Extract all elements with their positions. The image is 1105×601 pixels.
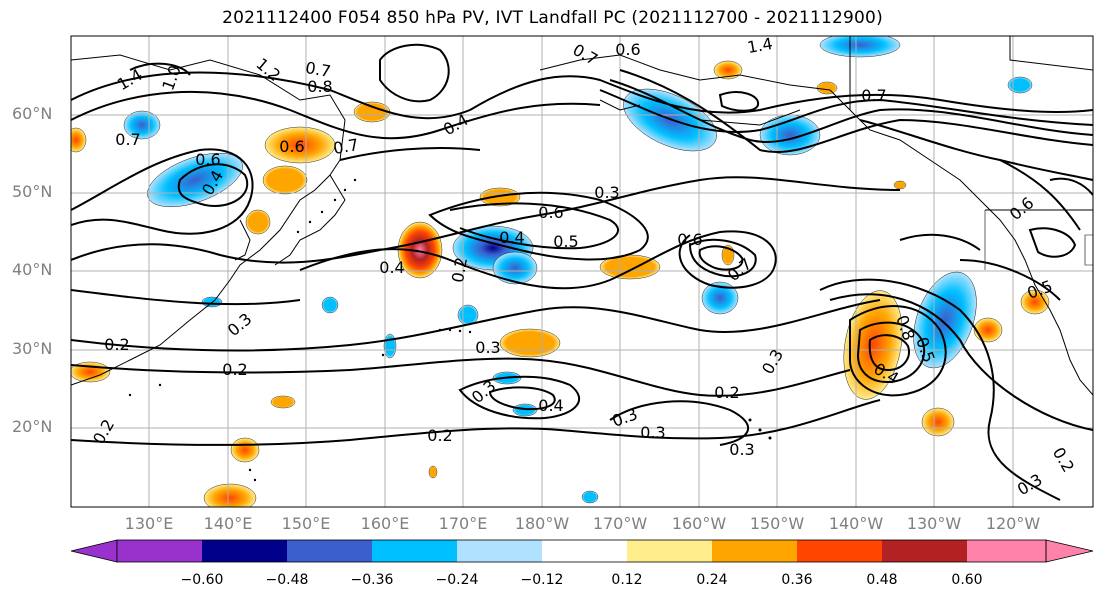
colorbar-segment	[542, 540, 627, 562]
colorbar-tick: 0.24	[696, 572, 728, 588]
colorbar-tick: 0.36	[781, 572, 813, 588]
lon-label: 170°W	[592, 514, 648, 533]
lon-label: 170°E	[438, 514, 488, 533]
contour-label: 0.6	[279, 137, 305, 156]
colorbar-segment	[117, 540, 202, 562]
lon-label: 140°W	[828, 514, 884, 533]
contour-label: 0.6	[538, 203, 564, 222]
colorbar-segment	[882, 540, 967, 562]
graticule	[71, 36, 1093, 507]
contour-label: 0.7	[331, 134, 361, 159]
lon-label: 160°E	[360, 514, 410, 533]
contour-label: 0.4	[538, 396, 564, 415]
contour-label: 0.5	[553, 232, 579, 251]
colorbar-segment	[287, 540, 372, 562]
contour-lines	[71, 43, 1093, 501]
lat-label: 30°N	[12, 339, 53, 358]
contour-label: 0.2	[714, 383, 740, 402]
contour-label: 0.2	[104, 335, 130, 354]
colorbar-tick: 0.12	[611, 572, 643, 588]
colorbar-tick: −0.24	[435, 572, 479, 588]
contour-label: 0.3	[594, 183, 620, 202]
contour-label: 1.4	[745, 33, 775, 58]
colorbar-tick: 0.48	[866, 572, 898, 588]
colorbar-extend-high	[1045, 539, 1094, 563]
lon-label: 160°W	[671, 514, 727, 533]
lon-label: 140°E	[203, 514, 253, 533]
colorbar-tick: −0.60	[180, 572, 224, 588]
contour-label: 0.2	[427, 426, 453, 445]
contour-label: 0.6	[677, 230, 703, 249]
contour-label: 0.2	[447, 255, 472, 285]
lat-label: 60°N	[12, 104, 53, 123]
lon-label: 180°W	[514, 514, 570, 533]
colorbar-tick: −0.48	[265, 572, 309, 588]
contour-label: 0.7	[115, 130, 141, 149]
boundaries	[984, 36, 1093, 270]
colorbar	[70, 539, 1094, 563]
colorbar-extend-low	[70, 539, 118, 563]
lon-label: 150°W	[749, 514, 805, 533]
lat-label: 40°N	[12, 260, 53, 279]
colorbar-segment	[797, 540, 882, 562]
colorbar-segment	[372, 540, 457, 562]
map-frame	[70, 35, 1094, 508]
colorbar-tick: −0.12	[520, 572, 564, 588]
island-dots	[128, 178, 772, 482]
contour-label: 0.2	[222, 360, 248, 379]
contour-label: 0.7	[861, 86, 887, 105]
contour-label: 0.6	[615, 40, 641, 59]
colorbar-tick: −0.36	[350, 572, 394, 588]
contour-label: 0.4	[499, 228, 525, 247]
contour-label: 0.6	[195, 150, 221, 169]
contour-label: 0.3	[640, 423, 666, 442]
colorbar-segment	[967, 540, 1046, 562]
colorbar-segment	[202, 540, 287, 562]
contour-label: 0.3	[729, 440, 755, 459]
lon-label: 130°W	[906, 514, 962, 533]
lon-label: 130°E	[124, 514, 174, 533]
colorbar-segment	[627, 540, 712, 562]
colorbar-segment	[712, 540, 797, 562]
lat-label: 20°N	[12, 417, 53, 436]
contour-label: 0.4	[379, 258, 405, 277]
colorbar-segment	[457, 540, 542, 562]
contour-label: 0.8	[307, 77, 333, 96]
contour-label: 0.3	[475, 338, 501, 357]
map-title: 2021112400 F054 850 hPa PV, IVT Landfall…	[222, 8, 883, 28]
lon-label: 120°W	[985, 514, 1041, 533]
lat-label: 50°N	[12, 182, 53, 201]
colorbar-tick: 0.60	[951, 572, 983, 588]
coastlines	[71, 36, 1093, 396]
lon-label: 150°E	[281, 514, 331, 533]
